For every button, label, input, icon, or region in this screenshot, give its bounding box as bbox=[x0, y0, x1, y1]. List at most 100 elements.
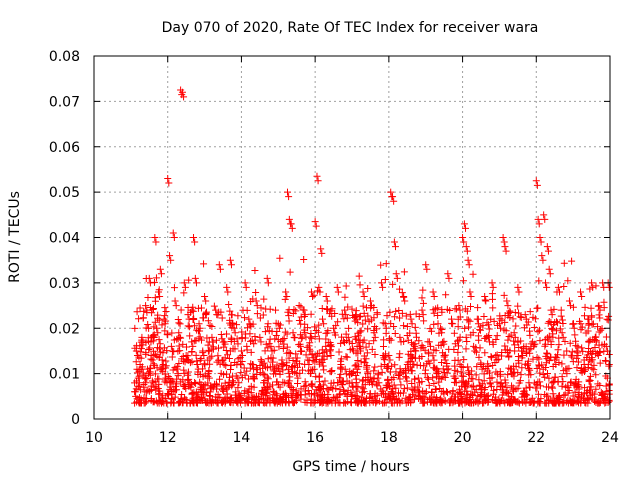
data-point bbox=[219, 356, 227, 364]
data-point bbox=[452, 379, 460, 387]
data-point bbox=[535, 220, 543, 228]
data-point bbox=[353, 387, 361, 395]
data-point bbox=[605, 350, 613, 358]
data-point bbox=[368, 302, 376, 310]
data-point bbox=[290, 305, 298, 313]
data-point bbox=[505, 399, 513, 407]
data-point bbox=[196, 324, 204, 332]
data-point bbox=[419, 344, 427, 352]
data-point bbox=[571, 388, 579, 396]
data-point bbox=[377, 261, 385, 269]
data-point bbox=[465, 367, 473, 375]
data-point bbox=[142, 395, 150, 403]
data-point bbox=[147, 351, 155, 359]
data-point bbox=[585, 396, 593, 404]
data-point bbox=[459, 234, 467, 241]
data-point bbox=[296, 360, 304, 368]
data-point bbox=[550, 377, 558, 385]
data-point bbox=[575, 389, 583, 397]
x-tick-label: 20 bbox=[454, 430, 472, 446]
data-point bbox=[493, 356, 501, 364]
data-point bbox=[569, 358, 577, 366]
data-point bbox=[437, 395, 445, 403]
data-point bbox=[355, 272, 363, 280]
data-point bbox=[215, 344, 223, 352]
data-point bbox=[526, 383, 534, 391]
data-point bbox=[535, 277, 543, 285]
data-point bbox=[519, 351, 527, 359]
data-point bbox=[226, 365, 234, 373]
data-point bbox=[480, 392, 488, 400]
data-point bbox=[206, 360, 214, 368]
data-point bbox=[570, 324, 578, 332]
data-point bbox=[460, 356, 468, 364]
data-point bbox=[186, 379, 194, 387]
data-point bbox=[260, 295, 268, 303]
data-point bbox=[149, 379, 157, 387]
data-point bbox=[221, 340, 229, 348]
data-point bbox=[404, 365, 412, 373]
data-point bbox=[459, 277, 467, 285]
data-point bbox=[258, 357, 266, 365]
data-point bbox=[391, 330, 399, 338]
data-point bbox=[144, 321, 152, 329]
data-point bbox=[558, 360, 566, 368]
data-point bbox=[251, 267, 259, 275]
data-point bbox=[284, 188, 291, 196]
data-point bbox=[506, 308, 514, 316]
data-point bbox=[414, 374, 422, 382]
data-point bbox=[555, 398, 563, 406]
data-point bbox=[244, 388, 252, 396]
data-point bbox=[387, 188, 395, 196]
data-point bbox=[443, 360, 451, 368]
data-point bbox=[476, 326, 484, 334]
data-point bbox=[548, 325, 556, 333]
data-point bbox=[496, 368, 504, 376]
data-point bbox=[461, 324, 469, 332]
data-point bbox=[298, 335, 306, 343]
data-point bbox=[463, 307, 471, 315]
y-tick-label: 0 bbox=[71, 412, 80, 428]
data-point bbox=[402, 312, 410, 320]
data-point bbox=[401, 366, 409, 374]
data-point bbox=[154, 385, 162, 393]
data-point bbox=[337, 339, 345, 347]
data-point bbox=[548, 311, 556, 319]
data-point bbox=[514, 283, 522, 291]
data-point bbox=[500, 291, 508, 299]
data-point bbox=[454, 323, 462, 331]
data-point bbox=[308, 351, 316, 359]
data-point bbox=[204, 341, 212, 349]
data-point bbox=[282, 361, 290, 369]
data-point bbox=[152, 238, 160, 246]
data-point bbox=[286, 373, 294, 381]
data-point bbox=[459, 363, 467, 371]
data-point bbox=[203, 334, 211, 342]
data-point bbox=[534, 304, 542, 312]
data-point bbox=[287, 391, 295, 399]
data-point bbox=[331, 399, 339, 407]
data-point bbox=[302, 351, 310, 359]
data-point bbox=[279, 344, 287, 352]
data-point bbox=[444, 365, 452, 373]
data-point bbox=[462, 333, 470, 341]
data-point bbox=[403, 384, 411, 392]
data-point bbox=[249, 393, 257, 401]
data-point bbox=[497, 324, 505, 332]
data-point bbox=[319, 381, 327, 389]
data-point bbox=[536, 399, 544, 407]
data-point bbox=[246, 320, 254, 328]
data-point bbox=[310, 365, 318, 373]
data-point bbox=[327, 351, 335, 359]
data-point bbox=[449, 320, 457, 328]
data-point bbox=[164, 175, 172, 183]
data-point bbox=[194, 365, 202, 373]
data-point bbox=[469, 270, 477, 278]
data-point bbox=[364, 312, 372, 320]
data-point bbox=[153, 324, 161, 332]
data-point bbox=[180, 93, 188, 101]
data-point bbox=[569, 392, 577, 400]
data-point bbox=[158, 365, 166, 373]
data-point bbox=[532, 177, 540, 185]
